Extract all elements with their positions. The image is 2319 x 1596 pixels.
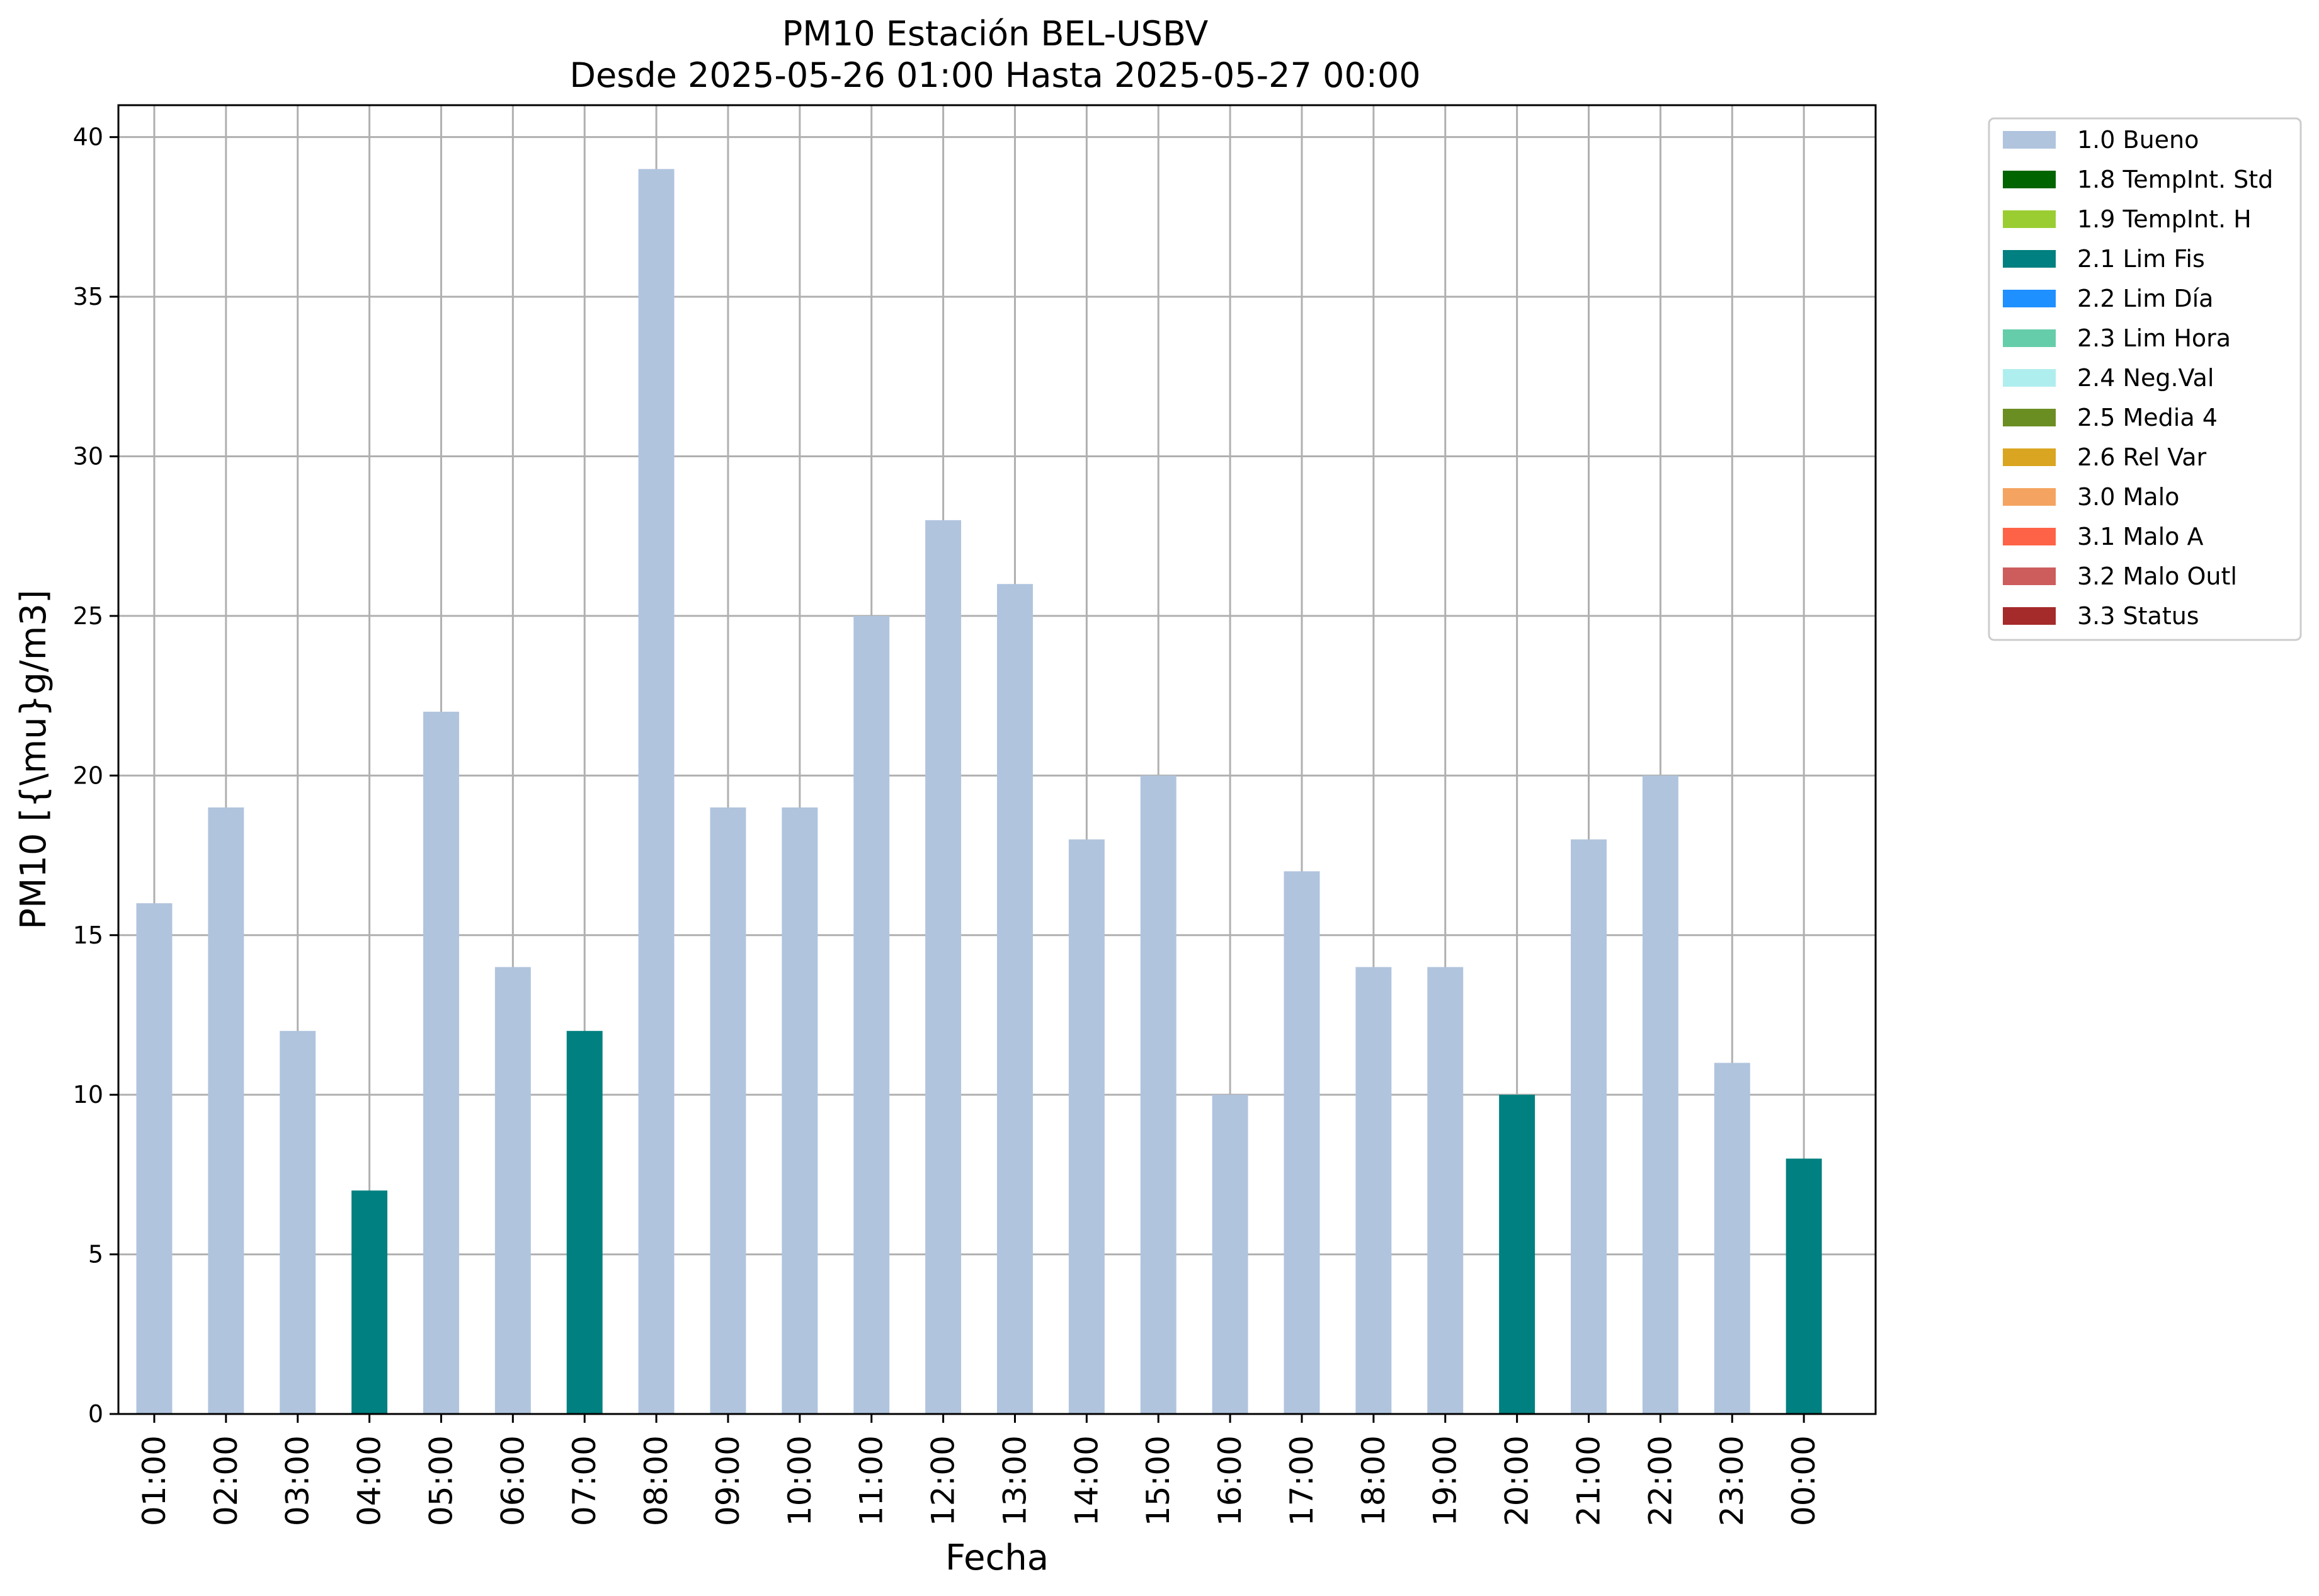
chart-subtitle: Desde 2025-05-26 01:00 Hasta 2025-05-27 … <box>569 55 1420 95</box>
x-tick-label: 02:00 <box>208 1435 244 1526</box>
bar-11:00 <box>853 615 890 1415</box>
bar-15:00 <box>1140 775 1177 1414</box>
bar-03:00 <box>280 1030 316 1414</box>
x-tick-label: 07:00 <box>566 1435 603 1526</box>
bar-23:00 <box>1714 1063 1750 1414</box>
x-tick-label: 15:00 <box>1140 1435 1177 1526</box>
x-tick-label: 00:00 <box>1786 1435 1822 1526</box>
bar-20:00 <box>1499 1095 1536 1414</box>
legend-swatch <box>2003 250 2056 268</box>
x-tick-label: 23:00 <box>1714 1435 1750 1526</box>
legend-label: 1.9 TempInt. H <box>2077 205 2252 233</box>
x-axis-label: Fecha <box>945 1537 1049 1578</box>
legend-label: 3.3 Status <box>2077 602 2199 630</box>
bar-05:00 <box>423 711 459 1414</box>
y-tick-label: 25 <box>73 602 103 630</box>
legend-frame <box>1988 117 2302 641</box>
x-tick-label: 18:00 <box>1355 1435 1392 1526</box>
legend-swatch <box>2003 409 2056 426</box>
x-tick-label: 11:00 <box>853 1435 890 1526</box>
x-axis-ticks: 01:00 02:00 03:00 04:00 05:00 06:00 07:00 08:00… <box>136 1414 1822 1526</box>
x-tick-label: 04:00 <box>351 1435 388 1526</box>
legend-swatch <box>2003 171 2056 188</box>
legend-label: 3.1 Malo A <box>2077 523 2203 550</box>
bar-08:00 <box>638 169 675 1414</box>
legend-label: 3.0 Malo <box>2077 483 2179 511</box>
legend-label: 3.2 Malo Outl <box>2077 562 2237 590</box>
bar-12:00 <box>925 520 962 1414</box>
x-tick-label: 20:00 <box>1499 1435 1536 1526</box>
x-tick-label: 01:00 <box>136 1435 173 1526</box>
x-tick-label: 12:00 <box>925 1435 962 1526</box>
bar-13:00 <box>997 584 1033 1414</box>
legend-swatch <box>2003 369 2056 387</box>
bar-06:00 <box>494 967 531 1414</box>
bar-16:00 <box>1212 1095 1248 1414</box>
legend-label: 2.4 Neg.Val <box>2077 364 2214 392</box>
legend-swatch <box>2003 488 2056 506</box>
x-tick-label: 22:00 <box>1642 1435 1678 1526</box>
legend-swatch <box>2003 448 2056 466</box>
bars <box>136 169 1822 1415</box>
legend-swatch <box>2003 567 2056 585</box>
legend-swatch <box>2003 607 2056 625</box>
legend-label: 2.3 Lim Hora <box>2077 324 2231 352</box>
bar-02:00 <box>208 807 244 1414</box>
y-axis-ticks: 0 5 10 15 20 25 30 35 40 <box>73 123 118 1428</box>
x-tick-label: 17:00 <box>1284 1435 1320 1526</box>
y-tick-label: 30 <box>73 443 103 470</box>
y-tick-label: 10 <box>73 1081 103 1109</box>
y-tick-label: 35 <box>73 283 103 311</box>
legend-label: 2.1 Lim Fis <box>2077 245 2205 273</box>
legend-swatch <box>2003 528 2056 545</box>
bar-04:00 <box>351 1190 388 1414</box>
y-tick-label: 15 <box>73 921 103 949</box>
x-tick-label: 19:00 <box>1427 1435 1464 1526</box>
y-axis-label: PM10 [{\mu}g/m3] <box>13 590 54 930</box>
bar-01:00 <box>136 903 173 1414</box>
x-tick-label: 06:00 <box>494 1435 531 1526</box>
legend-swatch <box>2003 210 2056 228</box>
x-tick-label: 13:00 <box>996 1435 1033 1526</box>
legend-swatch <box>2003 329 2056 347</box>
bar-19:00 <box>1427 967 1464 1414</box>
bar-14:00 <box>1068 839 1105 1414</box>
x-tick-label: 05:00 <box>423 1435 459 1526</box>
bar-10:00 <box>782 807 818 1414</box>
x-tick-label: 16:00 <box>1212 1435 1248 1526</box>
bar-00:00 <box>1786 1158 1822 1414</box>
y-tick-label: 40 <box>73 123 103 151</box>
legend-label: 1.8 TempInt. Std <box>2077 166 2273 193</box>
bar-09:00 <box>710 807 746 1414</box>
chart-title: PM10 Estación BEL-USBV <box>782 14 1209 54</box>
x-tick-label: 08:00 <box>638 1435 675 1526</box>
x-tick-label: 09:00 <box>710 1435 746 1526</box>
bar-22:00 <box>1642 775 1678 1414</box>
legend-label: 1.0 Bueno <box>2077 126 2199 154</box>
legend-label: 2.5 Media 4 <box>2077 404 2218 431</box>
legend: 1.0 Bueno 1.8 TempInt. Std 1.9 TempInt. H 2… <box>1988 117 2302 641</box>
legend-label: 2.2 Lim Día <box>2077 285 2213 312</box>
x-tick-label: 14:00 <box>1068 1435 1105 1526</box>
x-tick-label: 21:00 <box>1570 1435 1607 1526</box>
bar-07:00 <box>566 1030 603 1414</box>
y-tick-label: 5 <box>88 1241 103 1268</box>
y-tick-label: 20 <box>73 761 103 789</box>
bar-18:00 <box>1355 967 1392 1414</box>
legend-label: 2.6 Rel Var <box>2077 443 2207 471</box>
legend-swatch <box>2003 290 2056 307</box>
legend-swatch <box>2003 131 2056 149</box>
y-tick-label: 0 <box>88 1400 103 1428</box>
plot-area-frame <box>117 104 1877 1415</box>
x-tick-label: 03:00 <box>280 1435 316 1526</box>
bar-17:00 <box>1284 871 1320 1414</box>
bar-21:00 <box>1571 839 1607 1414</box>
x-tick-label: 10:00 <box>782 1435 818 1526</box>
